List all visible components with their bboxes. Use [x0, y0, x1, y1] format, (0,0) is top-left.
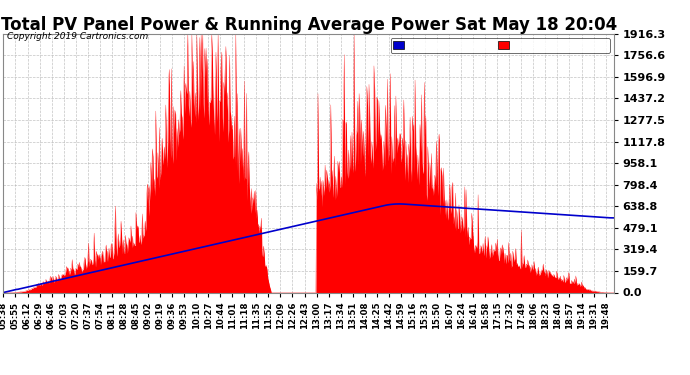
Legend: Average (DC Watts), PV Panels (DC Watts): Average (DC Watts), PV Panels (DC Watts): [391, 38, 609, 53]
Title: Total PV Panel Power & Running Average Power Sat May 18 20:04: Total PV Panel Power & Running Average P…: [1, 16, 617, 34]
Text: Copyright 2019 Cartronics.com: Copyright 2019 Cartronics.com: [7, 32, 148, 41]
